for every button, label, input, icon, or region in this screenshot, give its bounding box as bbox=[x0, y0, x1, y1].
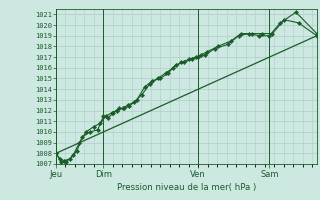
X-axis label: Pression niveau de la mer( hPa ): Pression niveau de la mer( hPa ) bbox=[117, 183, 256, 192]
